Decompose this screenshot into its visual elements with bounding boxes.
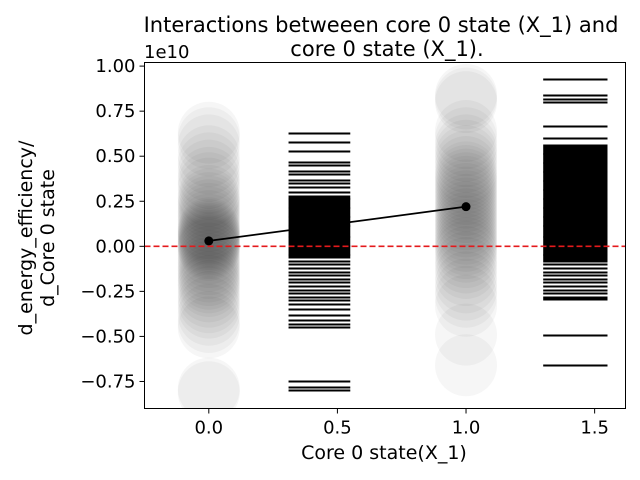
x-tick-label: 0.0 [194, 418, 223, 439]
y-tick-label: 0.00 [95, 236, 135, 257]
mean-point [461, 202, 471, 212]
y-tick-label: 0.25 [95, 191, 135, 212]
plot-area [144, 78, 626, 396]
y-tick-label: −0.75 [80, 371, 135, 392]
y-axis-label-line-2: d_Core 0 state [37, 169, 59, 307]
chart-title-line-2: core 0 state (X_1). [290, 37, 483, 62]
x-tick-label: 1.5 [580, 418, 609, 439]
y-axis: −0.75 −0.50 −0.25 0.00 0.25 0.50 0.75 1.00 [80, 56, 145, 392]
x-tick-label: 1.0 [452, 418, 481, 439]
y-tick-label: 0.50 [95, 146, 135, 167]
y-tick-label: 1.00 [95, 56, 135, 77]
mean-point [204, 236, 214, 246]
scatter-point [178, 296, 240, 358]
plot-inner [144, 78, 626, 396]
y-axis-label-line-1: d_energy_efficiency/ [15, 140, 37, 335]
x-axis-label: Core 0 state(X_1) [301, 442, 467, 464]
y-tick-label: −0.25 [80, 281, 135, 302]
chart-title-line-1: Interactions betweeen core 0 state (X_1)… [144, 13, 619, 38]
x-tick-label: 0.5 [323, 418, 352, 439]
y-tick-label: 0.75 [95, 101, 135, 122]
scatter-point [435, 334, 497, 396]
plot-frame [144, 62, 626, 409]
y-offset-text: 1e10 [144, 42, 189, 63]
mean-line [208, 205, 467, 242]
y-tick-label: −0.50 [80, 326, 135, 347]
x-axis: 0.0 0.5 1.0 1.5 [194, 408, 609, 439]
